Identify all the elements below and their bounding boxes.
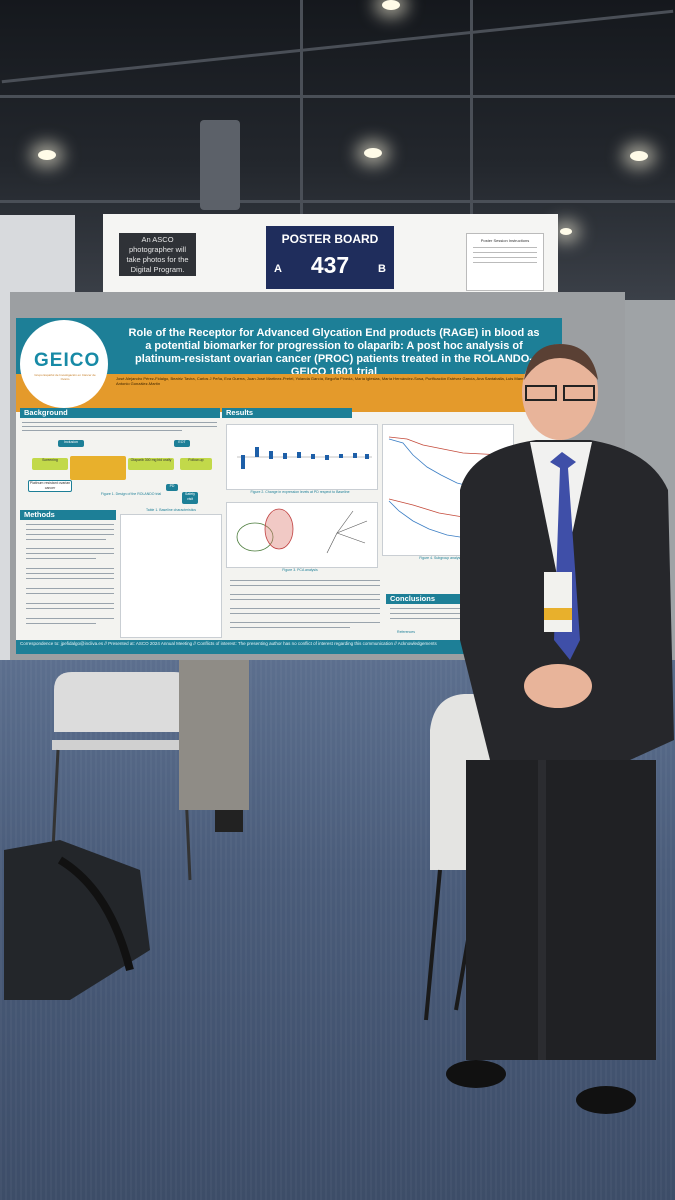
text-line bbox=[26, 573, 114, 575]
text-line bbox=[22, 426, 217, 428]
photographer-note: An ASCO photographer will take photos fo… bbox=[119, 233, 196, 276]
text-line bbox=[26, 588, 114, 590]
board-letter-a: A bbox=[274, 263, 282, 275]
text-line bbox=[230, 599, 380, 601]
logo-tagline: Grupo Español de Investigación en Cáncer… bbox=[34, 373, 96, 381]
ceiling-truss bbox=[0, 200, 675, 203]
text-line bbox=[26, 578, 114, 580]
text-line bbox=[26, 608, 114, 610]
notice-line bbox=[473, 262, 537, 263]
baseline-table bbox=[120, 514, 222, 638]
notice-title: Poster Session Instructions bbox=[480, 238, 530, 243]
flow-platinum-resistant: Platinum resistant ovarian cancer bbox=[28, 480, 72, 492]
text-line bbox=[230, 594, 380, 596]
text-line bbox=[26, 618, 114, 620]
flow-olaparib-dose: Olaparib 300 mg bid orally bbox=[128, 458, 174, 470]
board-number: 437 bbox=[310, 252, 350, 278]
figure2-caption: Figure 2. Change in expression levels at… bbox=[250, 490, 350, 494]
figure1-caption: Figure 1. Design of the ROLANDO trial bbox=[100, 492, 162, 496]
section-results: Results bbox=[222, 408, 352, 418]
flow-follow-up: Follow-up bbox=[180, 458, 212, 470]
ceiling-truss bbox=[0, 95, 675, 98]
pca-svg bbox=[236, 508, 368, 554]
text-line bbox=[26, 553, 114, 555]
geico-logo: GEICO Grupo Español de Investigación en … bbox=[20, 320, 108, 408]
text-line bbox=[22, 422, 217, 424]
ceiling-light bbox=[38, 150, 56, 160]
flow-treatment-block bbox=[70, 456, 126, 480]
flow-inclusion: Inclusion bbox=[58, 440, 84, 447]
boxplot-svg bbox=[237, 447, 372, 469]
pca-plot bbox=[226, 502, 378, 568]
poster-authors: José Alejandro Pérez-Fidalgo, Beatriz Ta… bbox=[116, 376, 545, 387]
text-line bbox=[26, 593, 114, 595]
ceiling-light bbox=[560, 228, 572, 235]
figure3-caption: Figure 3. PCA analysis bbox=[282, 568, 318, 572]
text-line bbox=[26, 603, 114, 605]
flow-eot: EOT bbox=[174, 440, 190, 447]
ceiling-duct bbox=[200, 120, 240, 210]
notice-line bbox=[473, 257, 537, 258]
ceiling-truss bbox=[1, 9, 674, 84]
poster-title: Role of the Receptor for Advanced Glycat… bbox=[128, 327, 540, 378]
backpack bbox=[4, 840, 150, 1000]
text-line bbox=[230, 613, 380, 615]
ceiling-truss bbox=[300, 0, 303, 215]
section-methods: Methods bbox=[20, 510, 116, 520]
text-line bbox=[22, 430, 182, 432]
text-line bbox=[390, 618, 500, 620]
ceiling-light bbox=[364, 148, 382, 158]
white-chair-left bbox=[50, 672, 192, 881]
expression-boxplot bbox=[226, 424, 378, 490]
flow-pd: PD bbox=[166, 484, 178, 491]
research-poster: GEICO Grupo Español de Investigación en … bbox=[16, 318, 562, 654]
text-line bbox=[26, 529, 114, 531]
text-line bbox=[26, 623, 96, 625]
notice-line bbox=[473, 247, 537, 248]
text-line bbox=[230, 622, 380, 624]
text-line bbox=[230, 627, 350, 629]
text-line bbox=[26, 558, 96, 560]
flow-screening: Screening bbox=[32, 458, 68, 470]
ceiling-truss bbox=[470, 0, 473, 215]
text-line bbox=[230, 585, 380, 587]
poster-footer: Correspondence to: jpefidalgo@incliva.es… bbox=[16, 640, 562, 654]
board-title: POSTER BOARD bbox=[281, 232, 379, 246]
section-conclusions: Conclusions bbox=[386, 594, 506, 604]
ceiling-light bbox=[382, 0, 400, 10]
text-line bbox=[26, 568, 114, 570]
text-line bbox=[230, 608, 380, 610]
notice-line bbox=[473, 252, 537, 253]
ceiling-light bbox=[630, 151, 648, 161]
logo-text: GEICO bbox=[34, 350, 101, 371]
figure4-caption: Figure 4. Subgroup analysis bbox=[419, 556, 463, 560]
instructions-notice: Poster Session Instructions bbox=[466, 233, 544, 291]
text-line bbox=[390, 613, 500, 615]
board-letter-b: B bbox=[378, 263, 386, 275]
text-line bbox=[230, 580, 380, 582]
background-person bbox=[179, 660, 249, 832]
section-background: Background bbox=[20, 408, 220, 418]
text-line bbox=[26, 548, 114, 550]
authors-band bbox=[16, 374, 562, 412]
text-line bbox=[26, 539, 106, 541]
table1-caption: Table 1. Baseline characteristics bbox=[146, 508, 196, 512]
text-line bbox=[26, 524, 114, 526]
text-line bbox=[26, 534, 114, 536]
flow-safety-visit: Safety visit bbox=[182, 492, 198, 504]
text-line bbox=[390, 608, 500, 610]
poster-board-sign: POSTER BOARD A 437 B bbox=[266, 226, 394, 289]
presenter bbox=[446, 344, 674, 1114]
references-heading: References bbox=[397, 630, 415, 634]
